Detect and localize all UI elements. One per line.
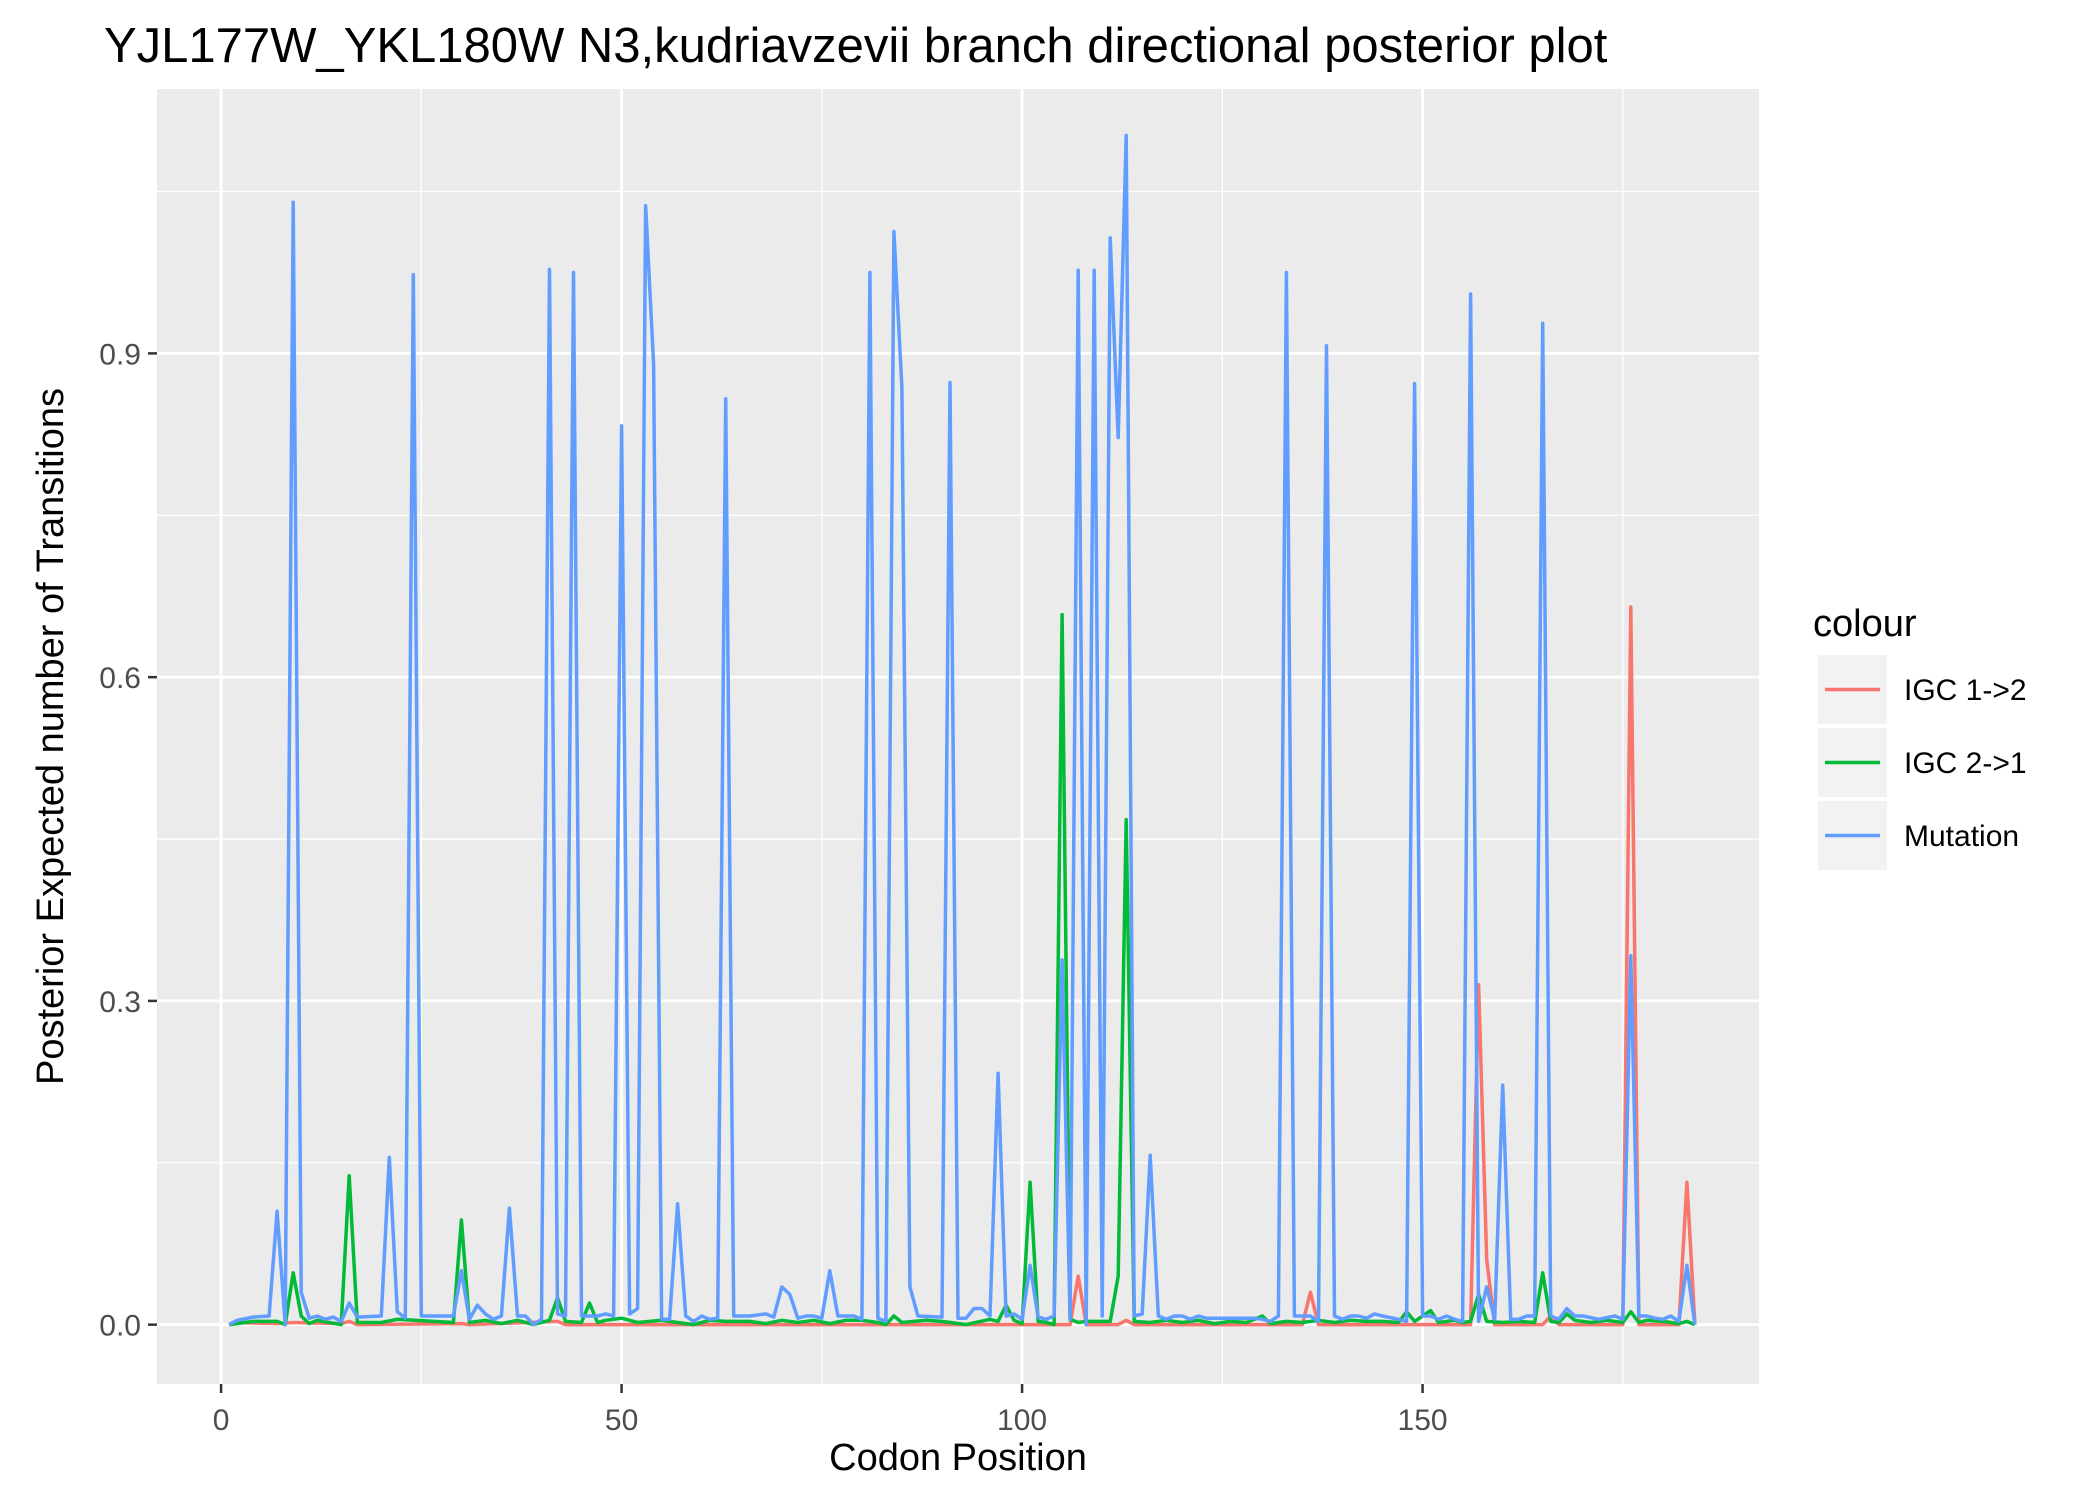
x-axis-title: Codon Position: [829, 1437, 1087, 1479]
legend: colour IGC 1->2 IGC 2->1 Mutation: [1813, 603, 2027, 870]
legend-label-mutation: Mutation: [1904, 820, 2019, 853]
series-line-igc-1-2: [228, 605, 1697, 1327]
x-tick-label: 150: [1398, 1404, 1448, 1437]
x-tick-label: 0: [213, 1404, 230, 1437]
series-line-mutation: [228, 133, 1697, 1327]
y-tick-label: 0.6: [99, 662, 141, 695]
y-axis-title: Posterior Expected number of Transitions: [30, 388, 72, 1085]
y-tick-label: 0.3: [99, 986, 141, 1019]
x-tick-label: 100: [997, 1404, 1047, 1437]
chart-title: YJL177W_YKL180W N3,kudriavzevii branch d…: [104, 19, 1608, 73]
legend-title: colour: [1813, 603, 1917, 645]
axis-ticks: [148, 352, 1424, 1393]
series-lines: [228, 133, 1697, 1327]
legend-label-igc-1-2: IGC 1->2: [1904, 674, 2027, 707]
y-tick-label: 0.9: [99, 338, 141, 371]
legend-label-igc-2-1: IGC 2->1: [1904, 747, 2027, 780]
tick-labels: 0 50 100 150 0.0 0.3 0.6 0.9: [99, 338, 1447, 1437]
x-tick-label: 50: [605, 1404, 638, 1437]
y-tick-label: 0.0: [99, 1310, 141, 1343]
series-line-igc-2-1: [228, 612, 1696, 1327]
